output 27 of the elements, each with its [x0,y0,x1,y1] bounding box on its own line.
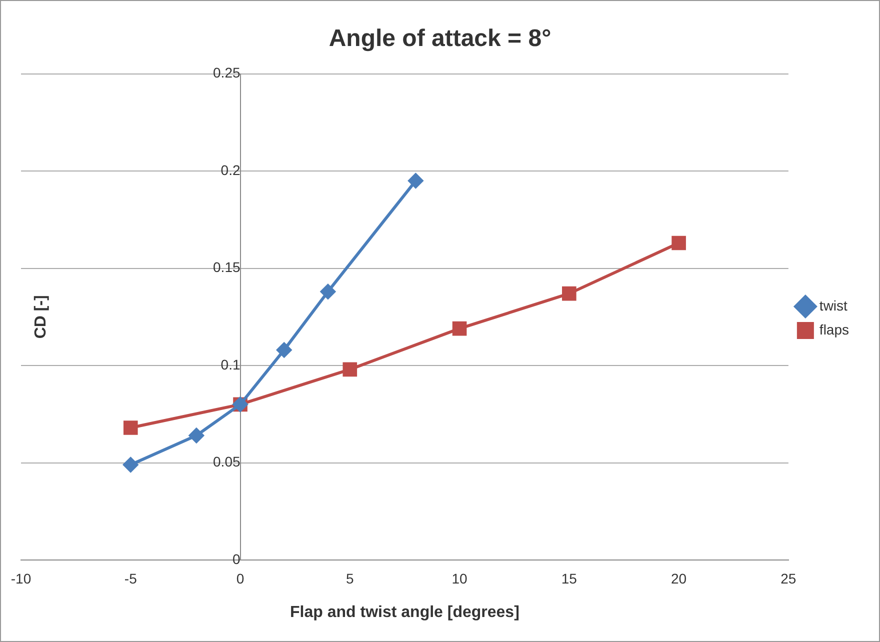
y-tick-label: 0.1 [220,356,240,372]
x-tick-label: 20 [671,570,687,586]
y-tick-label: 0.25 [213,64,240,81]
point [276,342,292,358]
legend-label: flaps [819,321,850,338]
x-axis-title: Flap and twist angle [degrees] [290,604,520,621]
x-tick-label: 10 [452,570,468,586]
point [342,362,358,377]
x-tick-label: 5 [346,570,354,586]
legend-label: twist [819,297,848,314]
point [452,321,467,336]
y-tick-label: 0.2 [220,162,240,178]
x-tick-label: 15 [561,570,578,586]
y-axis-title: CD [-] [32,295,50,339]
point [408,173,424,188]
point [672,236,686,250]
y-tick-label: 0.05 [213,454,240,470]
x-tick-label: -10 [10,570,32,586]
point [320,284,336,300]
x-tick-label: -5 [124,570,138,586]
point [562,286,576,301]
y-tick-label: 0.15 [213,259,240,276]
x-tick-label: 25 [780,570,796,586]
point [188,428,204,444]
point [123,420,138,435]
point [123,457,138,472]
chart-title: Angle of attack = 8° [328,25,552,52]
